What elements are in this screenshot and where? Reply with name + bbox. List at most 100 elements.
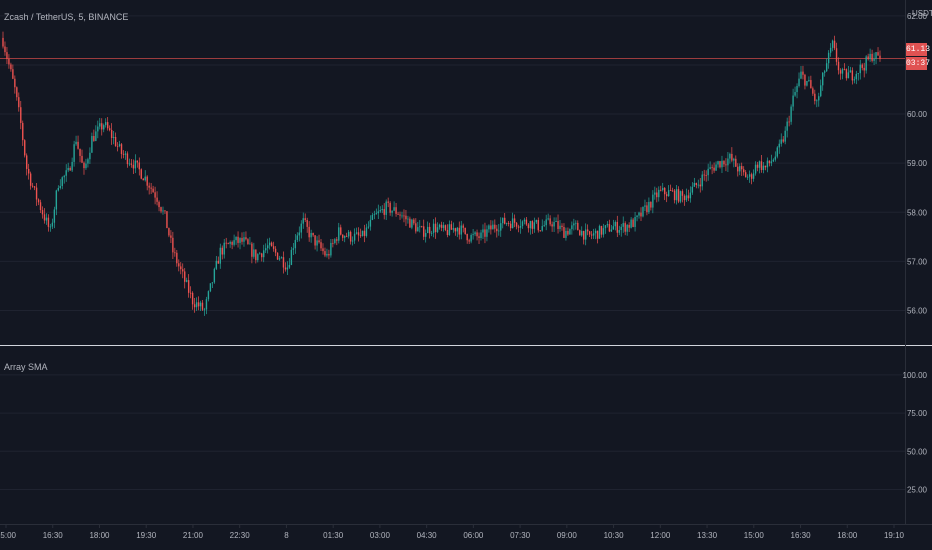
candle bbox=[610, 225, 613, 233]
candle bbox=[440, 221, 443, 232]
candle bbox=[792, 88, 794, 111]
candle bbox=[128, 158, 131, 167]
candle bbox=[6, 46, 8, 65]
candle bbox=[490, 220, 492, 235]
candle bbox=[505, 222, 508, 226]
candle bbox=[231, 240, 233, 250]
candle-series bbox=[2, 31, 881, 316]
candle bbox=[843, 63, 846, 71]
candle bbox=[460, 220, 462, 240]
candle bbox=[786, 117, 788, 138]
candle bbox=[873, 52, 875, 65]
candle bbox=[644, 199, 646, 212]
candle bbox=[49, 223, 52, 232]
candle bbox=[743, 166, 745, 176]
candle bbox=[83, 161, 85, 175]
candle bbox=[288, 258, 291, 269]
candle bbox=[31, 182, 34, 188]
candle bbox=[118, 140, 121, 148]
candle bbox=[476, 229, 478, 241]
candle bbox=[557, 214, 559, 234]
candle bbox=[14, 75, 16, 94]
candle bbox=[304, 213, 306, 222]
candle bbox=[464, 227, 466, 235]
candle bbox=[237, 231, 239, 248]
candle bbox=[583, 230, 585, 245]
candle bbox=[498, 224, 500, 236]
candle bbox=[744, 170, 747, 178]
candle bbox=[18, 92, 20, 112]
candle bbox=[81, 149, 83, 163]
candle bbox=[314, 235, 316, 250]
candle bbox=[286, 261, 289, 275]
candle bbox=[365, 223, 368, 238]
candle bbox=[424, 229, 427, 243]
candle bbox=[579, 229, 581, 236]
candle bbox=[65, 164, 67, 182]
candle bbox=[395, 202, 397, 217]
candle bbox=[77, 135, 79, 150]
candle bbox=[69, 166, 71, 171]
candle bbox=[693, 177, 696, 187]
candle bbox=[55, 189, 58, 216]
candle bbox=[266, 238, 269, 254]
candle bbox=[606, 221, 609, 228]
candle bbox=[8, 54, 10, 69]
candle bbox=[646, 201, 648, 216]
indicator-axis[interactable]: 25.00 50.00 75.00 100.00 bbox=[903, 371, 928, 495]
candle bbox=[626, 224, 628, 236]
indicator-pane-grid bbox=[0, 374, 905, 490]
candle bbox=[837, 57, 840, 75]
time-tick-label: 19:30 bbox=[136, 531, 157, 540]
candle bbox=[673, 189, 676, 204]
candle bbox=[446, 224, 449, 238]
candle bbox=[150, 182, 152, 195]
candle bbox=[79, 148, 81, 163]
candle bbox=[774, 151, 777, 162]
candle bbox=[209, 283, 212, 293]
candle bbox=[776, 146, 778, 159]
candle bbox=[371, 212, 374, 221]
candle bbox=[466, 233, 468, 244]
time-axis[interactable]: 15:00 16:30 18:00 19:30 21:00 22:30 8 01:30 03:0… bbox=[0, 524, 905, 540]
candle bbox=[444, 224, 447, 232]
candle bbox=[436, 222, 439, 234]
candle bbox=[845, 68, 848, 81]
candle bbox=[685, 188, 688, 202]
candle bbox=[369, 215, 372, 231]
candle bbox=[199, 300, 202, 312]
candle bbox=[867, 53, 869, 61]
candle bbox=[628, 222, 630, 232]
candle bbox=[359, 228, 362, 238]
candle bbox=[217, 256, 219, 264]
candle bbox=[35, 183, 38, 206]
candle bbox=[272, 241, 275, 252]
candle bbox=[211, 282, 214, 289]
time-tick-label: 18:00 bbox=[837, 531, 858, 540]
price-tick-label: 57.00 bbox=[907, 257, 928, 266]
candle bbox=[825, 58, 828, 72]
candle bbox=[351, 236, 354, 246]
candle bbox=[308, 221, 310, 242]
candle bbox=[180, 262, 182, 275]
candle bbox=[101, 118, 103, 136]
candle bbox=[691, 182, 694, 195]
candle bbox=[403, 209, 405, 223]
candle bbox=[859, 59, 861, 80]
candle bbox=[261, 252, 263, 262]
candle bbox=[695, 182, 698, 189]
candle bbox=[47, 214, 50, 232]
candle bbox=[531, 220, 534, 234]
candle bbox=[225, 237, 227, 249]
candle bbox=[835, 42, 838, 66]
candle bbox=[97, 120, 99, 139]
candle bbox=[683, 194, 686, 206]
candle bbox=[16, 86, 18, 101]
candle bbox=[193, 298, 196, 313]
candle bbox=[187, 274, 190, 298]
candle bbox=[430, 230, 433, 237]
time-tick-label: 12:00 bbox=[650, 531, 671, 540]
candle bbox=[717, 160, 719, 168]
candle bbox=[735, 155, 737, 167]
